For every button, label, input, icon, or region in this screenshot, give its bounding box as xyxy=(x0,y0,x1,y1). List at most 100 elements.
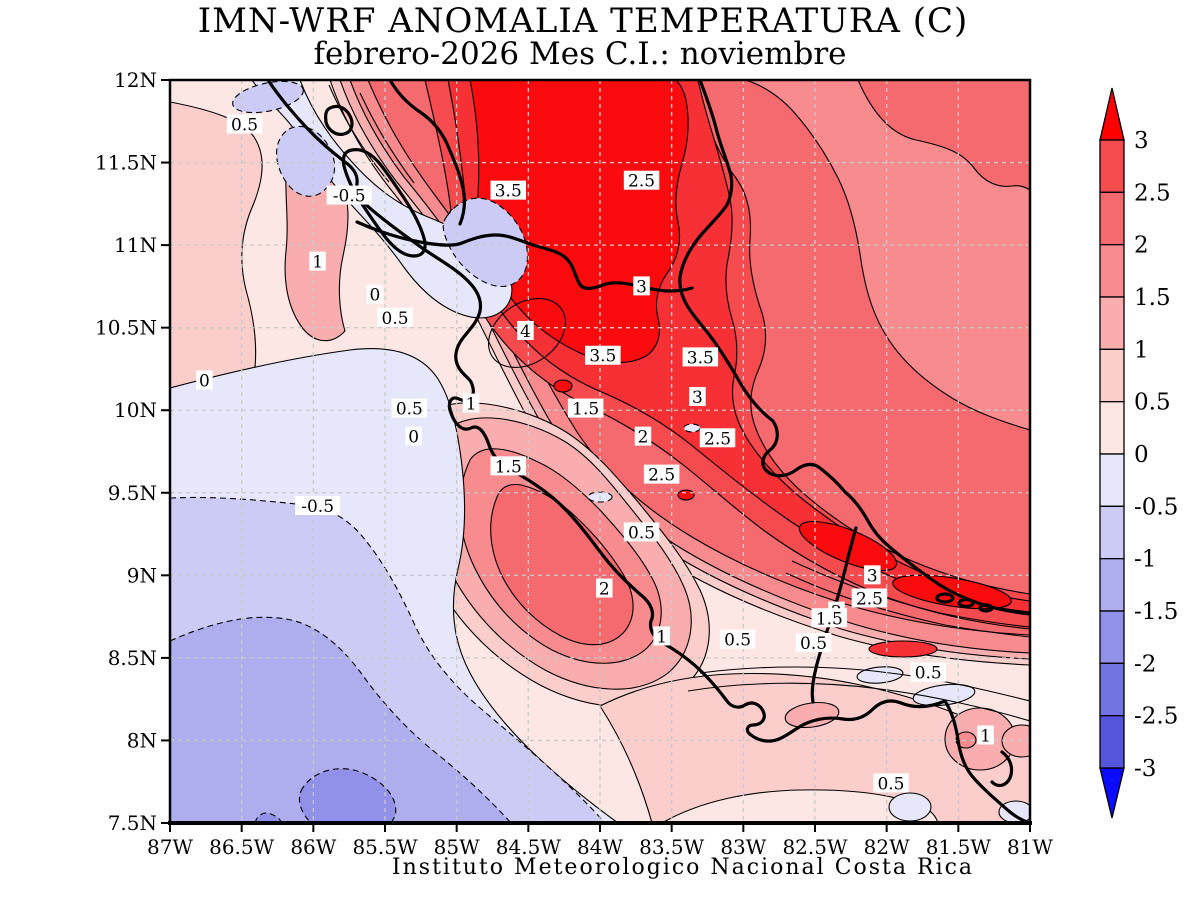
colorbar-segment xyxy=(1100,192,1124,244)
colorbar-segment xyxy=(1100,402,1124,454)
footer-credit: Instituto Meteorologico Nacional Costa R… xyxy=(392,855,974,880)
colorbar-segment xyxy=(1100,716,1124,768)
colorbar-tick-label: -3 xyxy=(1134,756,1156,782)
contour-label-chip: 3.5 xyxy=(585,346,621,367)
contour-label-chip: 1.5 xyxy=(491,456,527,477)
chip-value: 0.5 xyxy=(231,116,258,136)
colorbar-segment xyxy=(1100,297,1124,349)
contour-label-chip: 2.5 xyxy=(644,465,680,486)
contour-label-chip: 0.5 xyxy=(910,663,946,684)
colorbar-tick-label: -1.5 xyxy=(1134,599,1178,625)
contour-label-chip: 3 xyxy=(864,565,881,586)
colorbar-segment xyxy=(1100,140,1124,192)
contour-label-chip: 2.5 xyxy=(700,428,736,449)
axis-tick-label: 8.5N xyxy=(108,646,157,670)
colorbar-segment xyxy=(1100,454,1124,506)
chip-value: 1.5 xyxy=(572,400,599,420)
axis-tick-label: 87W xyxy=(147,835,193,859)
chart-subtitle: febrero-2026 Mes C.I.: noviembre xyxy=(313,36,846,72)
chip-value: 0.5 xyxy=(800,634,827,654)
chip-value: 3.5 xyxy=(495,182,522,202)
chip-value: 1.5 xyxy=(816,609,843,629)
contour-label-chip: 0 xyxy=(367,285,384,306)
chip-value: 1 xyxy=(466,395,477,415)
axis-tick-label: 10.5N xyxy=(95,316,157,340)
warm-spot xyxy=(554,380,572,392)
contour-label-chip: 3 xyxy=(633,276,650,297)
chip-value: -0.5 xyxy=(301,497,334,517)
colorbar-tick-label: 3 xyxy=(1134,128,1149,154)
contour-label-chip: -0.5 xyxy=(327,186,372,207)
chip-value: 2.5 xyxy=(628,172,655,192)
longitude-axis: 87W86.5W86W85.5W85W84.5W84W83.5W83W82.5W… xyxy=(147,823,1053,859)
chip-value: 3 xyxy=(692,388,703,408)
colorbar-segment xyxy=(1100,663,1124,715)
chip-value: 0.5 xyxy=(724,631,751,651)
cool-patch xyxy=(999,801,1033,823)
chip-value: 0.5 xyxy=(877,774,904,794)
chip-value: 2.5 xyxy=(856,589,883,609)
map-plot: 0.5-0.5100.53.52.5343.53.5300.5101.522.5… xyxy=(95,68,1053,859)
colorbar-segment xyxy=(1100,611,1124,663)
latitude-axis: 12N11.5N11N10.5N10N9.5N9N8.5N8N7.5N xyxy=(95,68,170,835)
colorbar-tick-label: -2.5 xyxy=(1134,704,1178,730)
chip-value: 1.5 xyxy=(495,457,522,477)
contour-label-chip: 2 xyxy=(635,427,652,448)
colorbar-tick-label: 2.5 xyxy=(1134,180,1171,206)
contour-label-chip: 2 xyxy=(596,579,613,600)
chip-value: -0.5 xyxy=(333,187,366,207)
chip-value: 4 xyxy=(520,322,531,342)
axis-tick-label: 81W xyxy=(1007,835,1053,859)
colorbar-tick-label: 2 xyxy=(1134,233,1149,259)
colorbar-tick-label: 1 xyxy=(1134,337,1149,363)
cool-patch xyxy=(889,793,931,821)
axis-tick-label: 7.5N xyxy=(108,811,157,835)
colorbar-segment xyxy=(1100,349,1124,401)
axis-tick-label: 10N xyxy=(114,398,157,422)
contour-label-chip: 0.5 xyxy=(796,633,832,654)
cool-dot xyxy=(684,424,700,432)
chip-value: 0.5 xyxy=(382,309,409,329)
colorbar-tick-label: 1.5 xyxy=(1134,285,1171,311)
chip-value: 2 xyxy=(638,428,649,448)
contour-label-chip: 2.5 xyxy=(852,588,888,609)
colorbar-tick-label: 0.5 xyxy=(1134,390,1171,416)
warm-spot xyxy=(678,490,694,500)
contour-label-chip: 3.5 xyxy=(683,347,719,368)
chip-value: 0 xyxy=(370,286,381,306)
colorbar-tick-label: 0 xyxy=(1134,442,1149,468)
contour-label-chip: 0.5 xyxy=(873,773,909,794)
contour-label-chip: -0.5 xyxy=(295,496,340,517)
colorbar-arrow-top xyxy=(1100,88,1124,140)
contour-label-chip: 1 xyxy=(977,725,994,746)
colorbar-arrow-bottom xyxy=(1100,768,1124,818)
chip-value: 2.5 xyxy=(704,429,731,449)
contour-label-chip: 0 xyxy=(196,371,213,392)
anomaly-map-figure: IMN-WRF ANOMALIA TEMPERATURA (C) febrero… xyxy=(0,0,1200,900)
colorbar-tick-label: -0.5 xyxy=(1134,494,1178,520)
chip-value: 0 xyxy=(408,428,419,448)
chip-value: 3.5 xyxy=(589,347,616,367)
chip-value: 1 xyxy=(656,627,667,647)
chip-value: 3.5 xyxy=(687,348,714,368)
chip-value: 3 xyxy=(867,566,878,586)
chip-value: 1 xyxy=(312,253,323,273)
axis-tick-label: 86W xyxy=(290,835,336,859)
contour-label-chip: 1 xyxy=(463,394,480,415)
axis-tick-label: 12N xyxy=(114,68,157,92)
axis-tick-label: 8N xyxy=(127,728,157,752)
chip-value: 0 xyxy=(199,372,210,392)
axis-tick-label: 11N xyxy=(114,233,157,257)
colorbar-segment xyxy=(1100,245,1124,297)
colorbar: 32.521.510.50-0.5-1-1.5-2-2.5-3 xyxy=(1100,88,1178,818)
contour-label-chip: 1 xyxy=(309,252,326,273)
axis-tick-label: 86.5W xyxy=(209,835,275,859)
contour-label-chip: 2.5 xyxy=(624,171,660,192)
contour-label-chip: 1.5 xyxy=(812,608,848,629)
contour-label-chip: 0 xyxy=(405,427,422,448)
colorbar-segment xyxy=(1100,559,1124,611)
contour-label-chip: 0.5 xyxy=(624,522,660,543)
contour-label-chip: 1 xyxy=(653,626,670,647)
contour-label-chip: 0.5 xyxy=(392,399,428,420)
axis-tick-label: 9N xyxy=(127,563,157,587)
